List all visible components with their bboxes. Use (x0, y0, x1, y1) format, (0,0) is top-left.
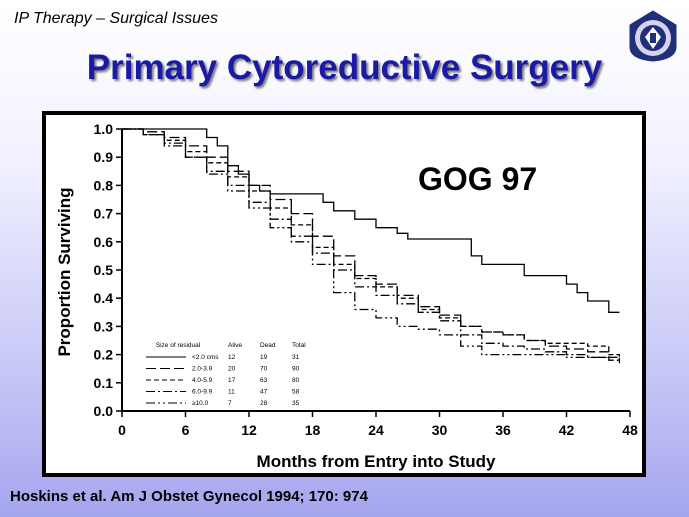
legend-cell: <2.0 cms (192, 354, 219, 361)
x-tick-label: 6 (182, 422, 190, 438)
legend-cell: ≥10.0 (192, 400, 209, 407)
x-axis-label: Months from Entry into Study (257, 452, 496, 471)
y-tick-label: 1.0 (94, 121, 114, 137)
x-tick-label: 36 (495, 422, 511, 438)
legend-cell: 17 (228, 377, 236, 384)
legend-cell: 31 (292, 354, 300, 361)
legend-header: Size of residual (156, 342, 201, 349)
chart-panel: 0.0 0.1 0.2 0.3 0.4 0.5 0.6 0.7 0.8 0.9 1.0 0 6 12 18 2… (46, 115, 642, 473)
y-tick-label: 0.4 (94, 290, 114, 306)
legend-cell: 90 (292, 366, 300, 373)
series-line-4 (122, 128, 620, 361)
legend-cell: 19 (260, 354, 268, 361)
y-tick-label: 0.6 (94, 234, 114, 250)
legend-header: Alive (228, 342, 242, 349)
y-tick-label: 0.8 (94, 177, 114, 193)
header-label: IP Therapy – Surgical Issues (14, 10, 218, 27)
survival-chart: 0.0 0.1 0.2 0.3 0.4 0.5 0.6 0.7 0.8 0.9 1.0 0 6 12 18 2… (55, 121, 638, 471)
legend-cell: 7 (228, 400, 232, 407)
series-line-1 (122, 128, 620, 313)
legend-cell: 6.0-9.9 (192, 389, 213, 396)
slide-title: Primary Cytoreductive Surgery (86, 48, 603, 87)
y-tick-label: 0.0 (94, 403, 114, 419)
series-line-5 (122, 128, 621, 361)
citation: Hoskins et al. Am J Obstet Gynecol 1994;… (10, 488, 368, 505)
chart-annotation: GOG 97 (418, 161, 537, 197)
seal-icon (629, 10, 677, 62)
legend-cell: 20 (228, 366, 236, 373)
legend-cell: 11 (228, 389, 235, 396)
x-tick-label: 42 (559, 422, 575, 438)
series-line-2 (122, 128, 621, 361)
legend-cell: 70 (260, 366, 268, 373)
y-axis-label: Proportion Surviving (55, 187, 74, 356)
legend-cell: 12 (228, 354, 236, 361)
x-tick-label: 30 (432, 422, 448, 438)
y-tick-label: 0.9 (94, 149, 114, 165)
y-tick-label: 0.7 (94, 206, 114, 222)
legend-cell: 58 (292, 389, 300, 396)
legend-cell: 80 (292, 377, 300, 384)
y-tick-label: 0.1 (94, 375, 114, 391)
series-line-3 (122, 128, 621, 364)
legend-cell: 28 (260, 400, 268, 407)
legend-header: Total (292, 342, 306, 349)
legend-cell: 4.0-5.9 (192, 377, 213, 384)
legend-header: Dead (260, 342, 276, 349)
y-tick-label: 0.3 (94, 318, 114, 334)
y-tick-label: 0.5 (94, 262, 114, 278)
x-tick-label: 48 (622, 422, 638, 438)
x-tick-label: 0 (118, 422, 126, 438)
chart-frame: 0.0 0.1 0.2 0.3 0.4 0.5 0.6 0.7 0.8 0.9 1.0 0 6 12 18 2… (42, 111, 646, 477)
legend-cell: 2.0-3.9 (192, 366, 213, 373)
x-tick-label: 24 (368, 422, 384, 438)
legend-cell: 35 (292, 400, 300, 407)
x-tick-label: 12 (241, 422, 257, 438)
legend-cell: 63 (260, 377, 268, 384)
y-tick-label: 0.2 (94, 347, 114, 363)
legend-cell: 47 (260, 389, 268, 396)
x-tick-label: 18 (305, 422, 321, 438)
